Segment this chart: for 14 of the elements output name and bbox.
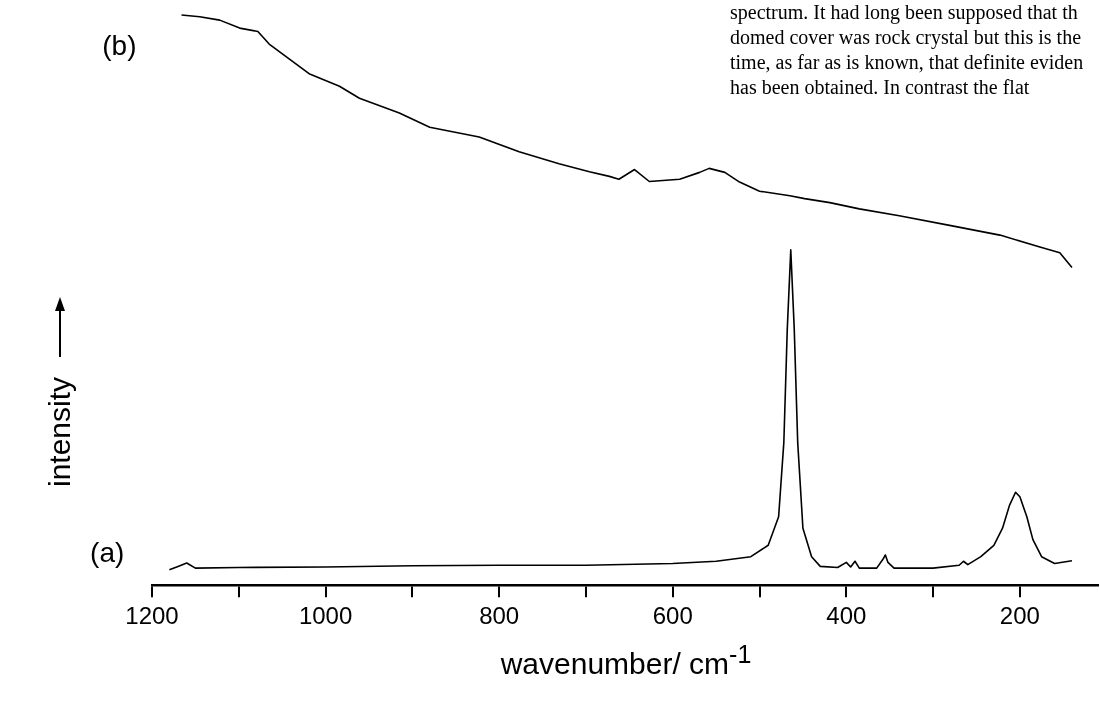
y-axis-title: intensity	[43, 376, 77, 487]
x-tick-label: 400	[826, 602, 867, 630]
annotation: domed cover was rock crystal but this is the	[730, 25, 1083, 50]
x-tick-label: 200	[999, 602, 1040, 630]
x-tick-label: 600	[652, 602, 693, 630]
x-axis-title: wavenumber/ cm$^{-1}$	[499, 640, 753, 681]
annotation: has been obtained. In contrast the flat	[730, 75, 1031, 100]
series-label: (a)	[90, 536, 125, 568]
series-label: (b)	[102, 30, 137, 61]
x-tick-label: 1000	[298, 602, 353, 630]
x-tick-label: 1200	[125, 602, 179, 630]
annotation: time, as far as is known, that definite eviden	[730, 50, 1084, 75]
annotation: spectrum. It had long been supposed that th	[730, 0, 1079, 25]
x-tick-label: 800	[479, 602, 520, 630]
